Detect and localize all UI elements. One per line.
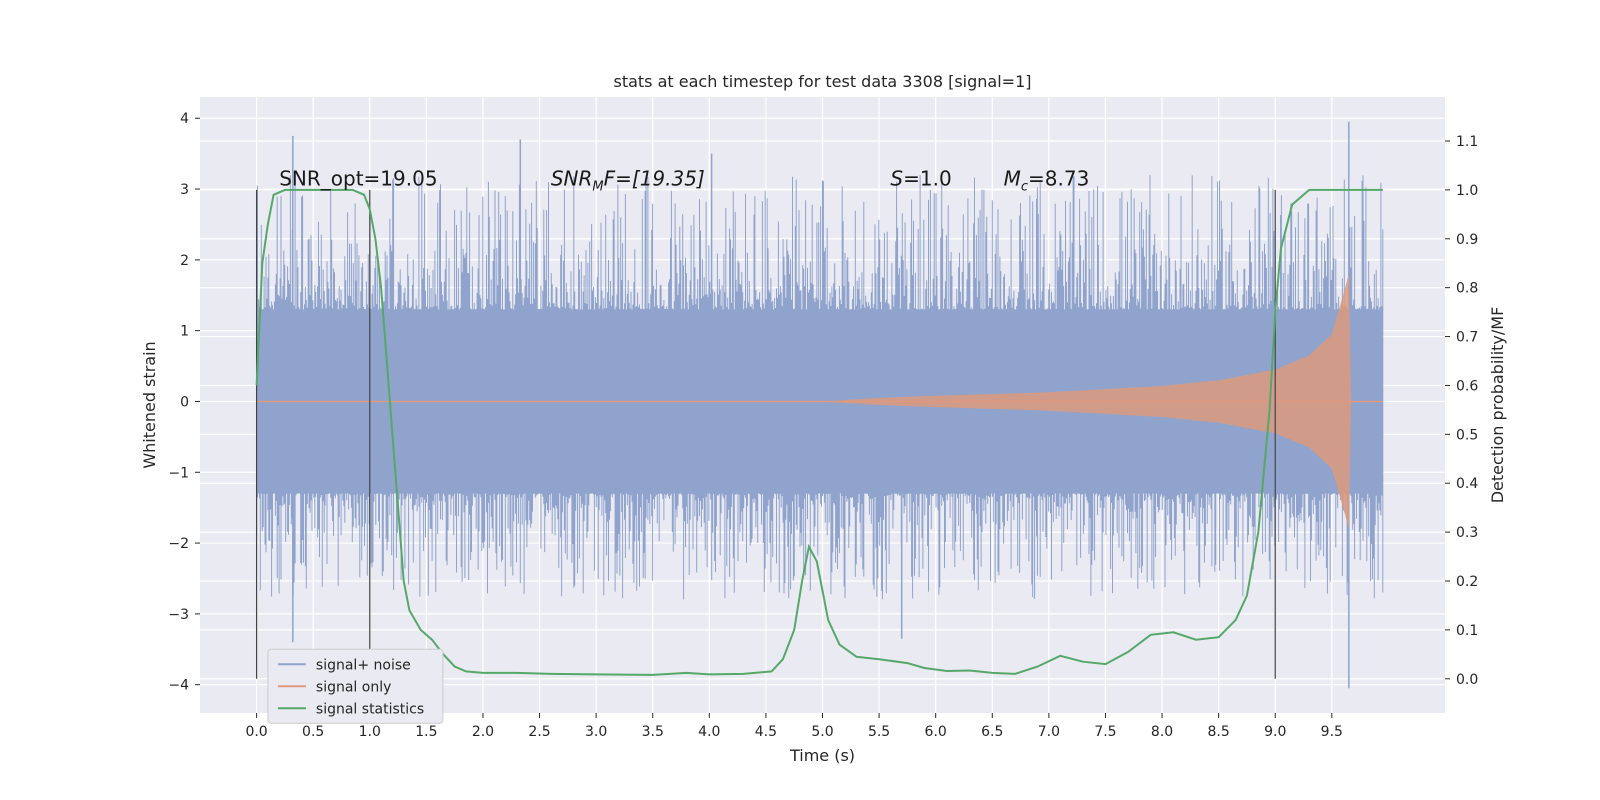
y-axis-label: Whitened strain (140, 341, 159, 468)
y-tick-label: −2 (168, 536, 189, 552)
mc-rest: =8.73 (1028, 167, 1089, 191)
x-tick-label: 1.5 (415, 724, 437, 740)
y2-tick-label: 0.5 (1456, 427, 1478, 443)
y-tick-label: −4 (168, 678, 189, 694)
x-tick-label: 8.5 (1208, 724, 1230, 740)
y2-axis-ticks: 0.0 0.1 0.2 0.3 0.4 0.5 0.6 0.7 0.8 0.9 1.0 1.1 (1445, 134, 1478, 688)
y2-tick-label: 1.1 (1456, 134, 1478, 150)
annotations: SNR_opt=19.05 SNRMF=[19.35] S=1.0 Mc=8.7… (279, 167, 1089, 195)
x-tick-label: 5.5 (868, 724, 890, 740)
x-tick-label: 5.0 (811, 724, 833, 740)
x-tick-label: 9.0 (1264, 724, 1286, 740)
y2-tick-label: 0.1 (1456, 623, 1478, 639)
x-tick-label: 2.5 (528, 724, 550, 740)
legend-box (267, 648, 444, 724)
x-tick-label: 7.0 (1038, 724, 1060, 740)
y-axis-ticks: −4 −3 −2 −1 0 1 2 3 4 (168, 111, 200, 694)
y2-tick-label: 0.6 (1456, 378, 1478, 394)
x-tick-label: 0.0 (245, 724, 267, 740)
s-rest: =1.0 (903, 167, 952, 191)
y-tick-label: 0 (180, 394, 189, 410)
x-tick-label: 3.5 (642, 724, 664, 740)
y-tick-label: 4 (180, 111, 189, 127)
y2-tick-label: 0.3 (1456, 525, 1478, 541)
vertical-markers (255, 189, 1276, 679)
statistics-line (255, 188, 1383, 676)
s-annotation: S=1.0 (890, 167, 951, 191)
legend-label: signal+ noise (316, 657, 411, 673)
legend-label: signal statistics (316, 701, 424, 717)
legend-label: signal only (316, 679, 391, 695)
x-tick-label: 2.0 (472, 724, 494, 740)
y2-axis-label: Detection probability/MF (1488, 307, 1507, 504)
x-tick-label: 7.5 (1094, 724, 1116, 740)
y-tick-label: 3 (180, 182, 189, 198)
s-main: S (890, 167, 903, 191)
y-tick-label: −3 (168, 607, 189, 623)
x-tick-label: 4.0 (698, 724, 720, 740)
mc-main: M (1004, 167, 1021, 191)
x-tick-label: 1.0 (359, 724, 381, 740)
x-axis-ticks: 0.0 0.5 1.0 1.5 2.0 2.5 3.0 3.5 4.0 4.5 5.0 5.5 6.0 6… (245, 713, 1343, 740)
x-tick-label: 0.5 (302, 724, 324, 740)
y2-tick-label: 1.0 (1456, 183, 1478, 199)
snr-mf-annotation: SNRMF=[19.35] (551, 167, 705, 195)
chart-title: stats at each timestep for test data 330… (613, 72, 1031, 91)
y-tick-label: 1 (180, 324, 189, 340)
y2-tick-label: 0.0 (1456, 672, 1478, 688)
x-tick-label: 4.5 (755, 724, 777, 740)
snr-mf-subscript: M (592, 180, 603, 195)
legend: signal+ noise signal only signal statistic… (267, 648, 444, 724)
x-tick-label: 8.0 (1151, 724, 1173, 740)
snr-mf-main: SNR (551, 167, 593, 191)
x-axis-label: Time (s) (789, 746, 855, 765)
y2-tick-label: 0.2 (1456, 574, 1478, 590)
snr-mf-rest: F=[19.35] (604, 167, 705, 191)
signal-only-series (256, 274, 1383, 529)
y2-tick-label: 0.4 (1456, 476, 1478, 492)
mc-annotation: Mc=8.73 (1004, 167, 1090, 195)
y-tick-label: 2 (180, 253, 189, 269)
x-tick-label: 6.5 (981, 724, 1003, 740)
noise-peaks (292, 121, 1350, 689)
mc-subscript: c (1021, 180, 1028, 195)
signal-statistics-series (255, 188, 1383, 676)
y2-tick-label: 0.9 (1456, 232, 1478, 248)
x-tick-label: 3.0 (585, 724, 607, 740)
snr-opt-annotation: SNR_opt=19.05 (279, 167, 437, 191)
x-tick-label: 6.0 (925, 724, 947, 740)
y2-tick-label: 0.7 (1456, 330, 1478, 346)
y-tick-label: −1 (168, 465, 189, 481)
x-tick-label: 9.5 (1321, 724, 1343, 740)
y2-tick-label: 0.8 (1456, 281, 1478, 297)
